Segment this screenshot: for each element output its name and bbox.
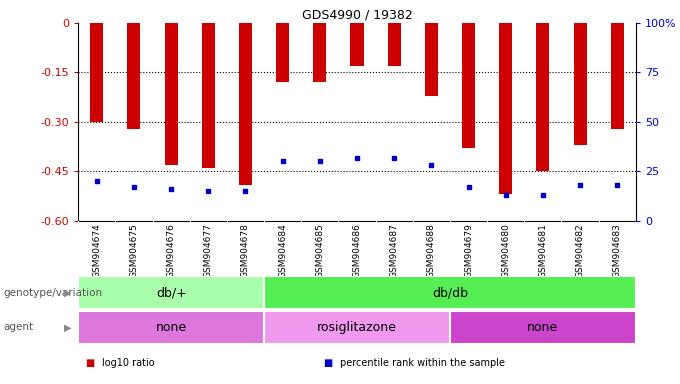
- Text: GSM904680: GSM904680: [501, 223, 510, 278]
- Text: agent: agent: [3, 322, 33, 333]
- Text: GSM904681: GSM904681: [539, 223, 547, 278]
- Text: GSM904686: GSM904686: [352, 223, 362, 278]
- Text: GSM904685: GSM904685: [316, 223, 324, 278]
- Text: none: none: [527, 321, 558, 334]
- Text: GSM904687: GSM904687: [390, 223, 398, 278]
- Bar: [388, 23, 401, 66]
- Bar: [90, 23, 103, 122]
- Bar: [462, 23, 475, 148]
- Bar: [313, 23, 326, 83]
- Bar: [264, 311, 450, 344]
- Bar: [165, 23, 177, 165]
- Bar: [239, 23, 252, 185]
- Bar: [264, 276, 636, 309]
- Text: ▶: ▶: [64, 322, 72, 333]
- Text: GSM904674: GSM904674: [92, 223, 101, 278]
- Text: ▶: ▶: [64, 288, 72, 298]
- Text: genotype/variation: genotype/variation: [3, 288, 103, 298]
- Text: GSM904677: GSM904677: [204, 223, 213, 278]
- Bar: [78, 276, 264, 309]
- Text: GSM904688: GSM904688: [427, 223, 436, 278]
- Text: GSM904682: GSM904682: [575, 223, 585, 278]
- Text: GSM904683: GSM904683: [613, 223, 622, 278]
- Bar: [450, 311, 636, 344]
- Text: db/+: db/+: [156, 286, 186, 299]
- Bar: [127, 23, 141, 129]
- Text: db/db: db/db: [432, 286, 468, 299]
- Bar: [611, 23, 624, 129]
- Bar: [350, 23, 364, 66]
- Bar: [425, 23, 438, 96]
- Title: GDS4990 / 19382: GDS4990 / 19382: [302, 9, 412, 22]
- Text: GSM904675: GSM904675: [129, 223, 139, 278]
- Text: percentile rank within the sample: percentile rank within the sample: [340, 358, 505, 368]
- Bar: [276, 23, 289, 83]
- Text: none: none: [156, 321, 187, 334]
- Bar: [202, 23, 215, 168]
- Text: rosiglitazone: rosiglitazone: [317, 321, 397, 334]
- Text: ■: ■: [85, 358, 95, 368]
- Bar: [573, 23, 587, 145]
- Bar: [78, 311, 264, 344]
- Text: GSM904679: GSM904679: [464, 223, 473, 278]
- Text: GSM904678: GSM904678: [241, 223, 250, 278]
- Bar: [537, 23, 549, 171]
- Text: GSM904684: GSM904684: [278, 223, 287, 278]
- Text: GSM904676: GSM904676: [167, 223, 175, 278]
- Text: ■: ■: [323, 358, 333, 368]
- Text: log10 ratio: log10 ratio: [102, 358, 154, 368]
- Bar: [499, 23, 512, 194]
